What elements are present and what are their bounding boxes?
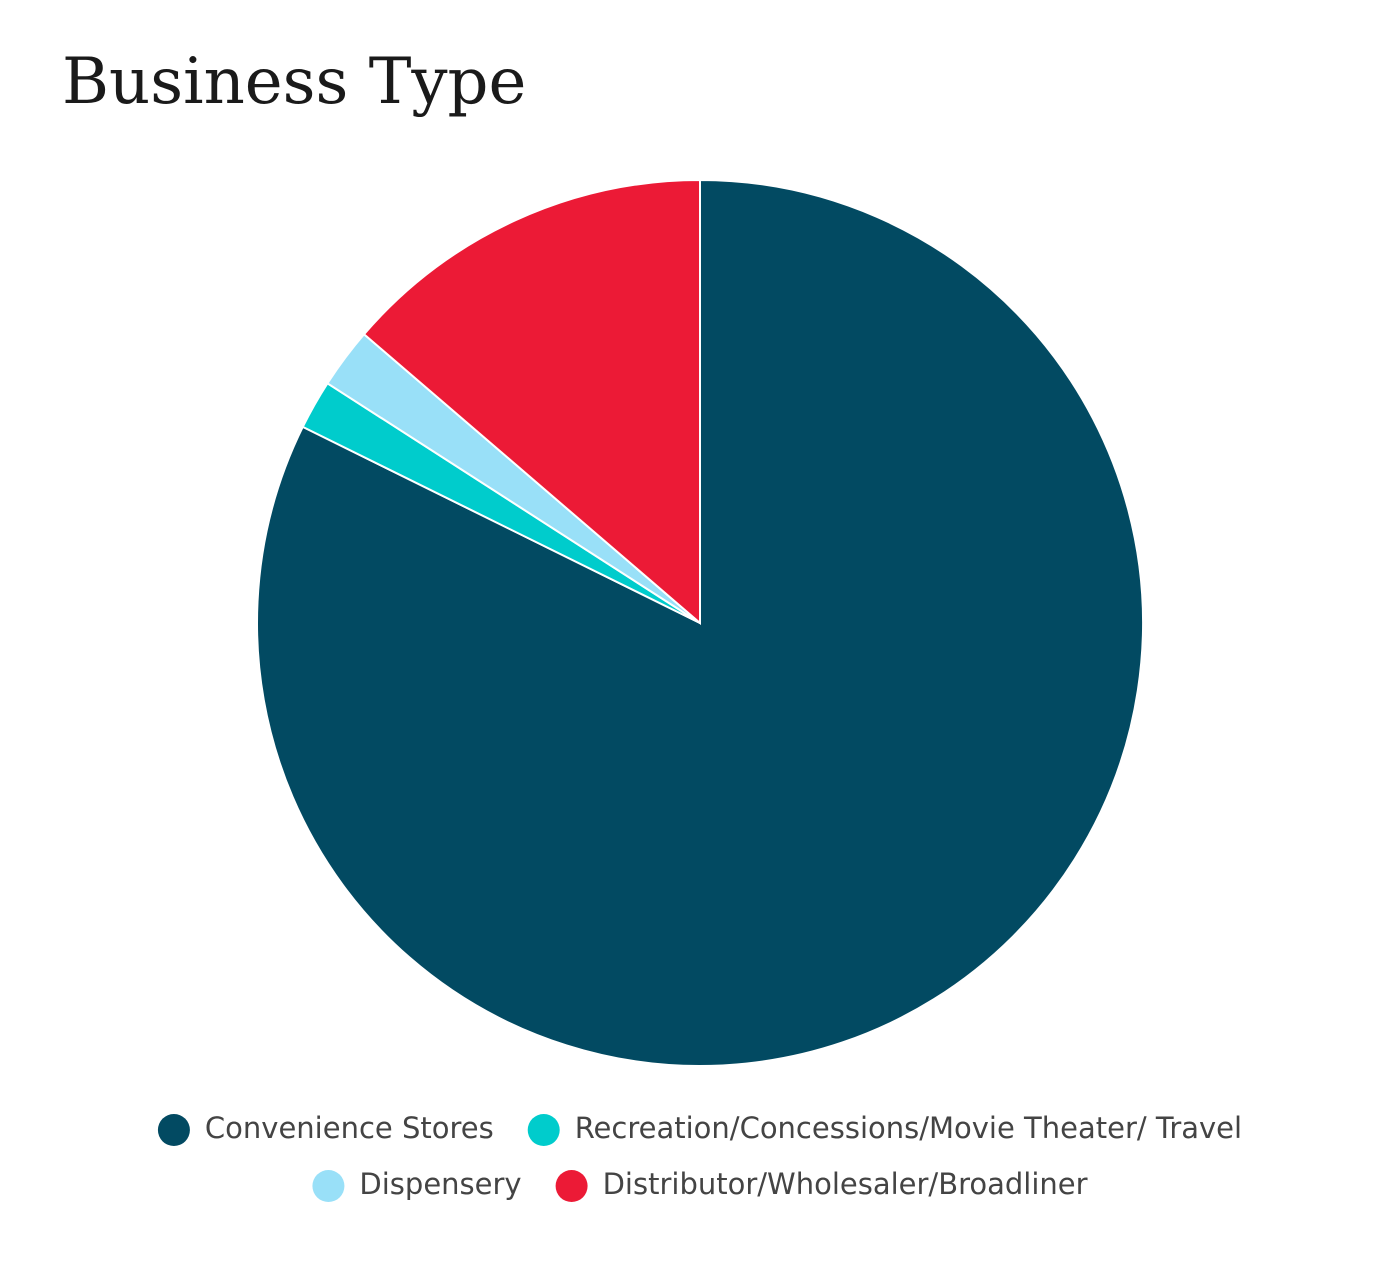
- legend-label: Distributor/Wholesaler/Broadliner: [603, 1167, 1088, 1201]
- legend-marker: [555, 1170, 588, 1202]
- legend-marker: [312, 1170, 345, 1202]
- legend-label: Convenience Stores: [205, 1111, 494, 1145]
- legend-marker: [527, 1114, 560, 1146]
- legend-label: Dispensery: [359, 1167, 521, 1201]
- legend-marker: [157, 1114, 190, 1146]
- pie-slice: [362, 178, 701, 626]
- legend-label: Recreation/Concessions/Movie Theater/ Tr…: [575, 1111, 1242, 1145]
- chart-title: Business Type: [62, 45, 526, 119]
- legend-row: Dispensery Distributor/Wholesaler/Broadli…: [312, 1167, 1088, 1202]
- legend-row: Convenience Stores Recreation/Concessions…: [157, 1111, 1242, 1146]
